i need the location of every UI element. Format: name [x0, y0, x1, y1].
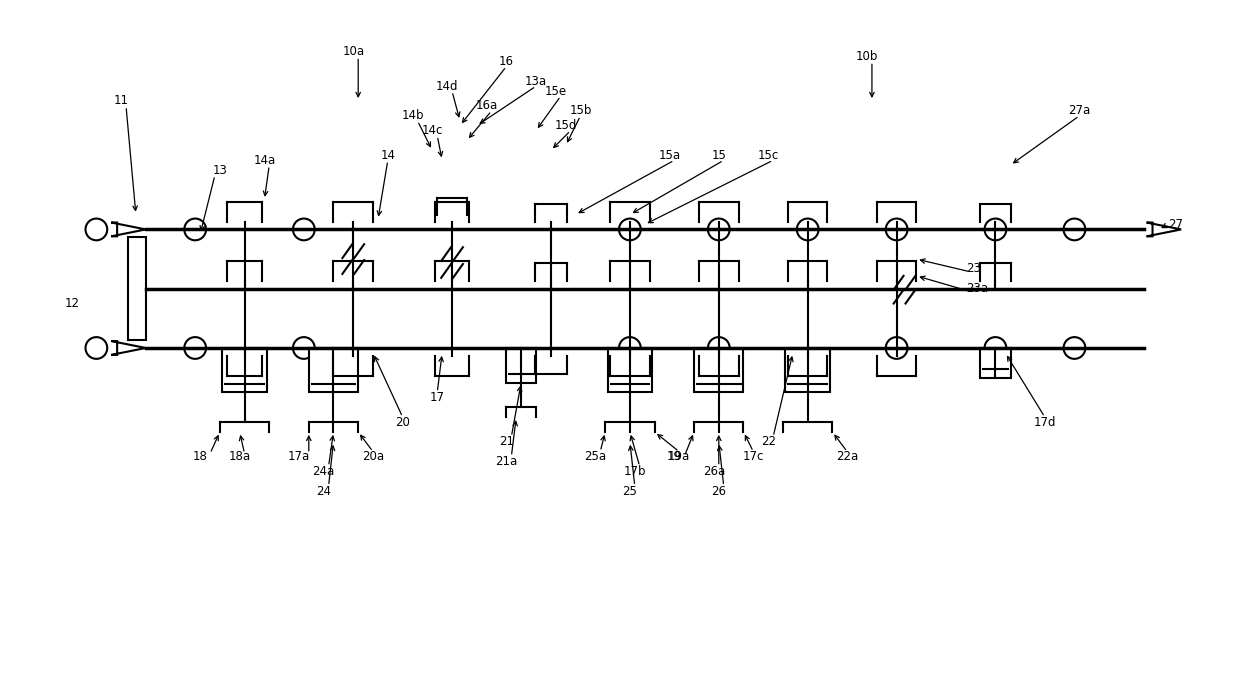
Text: 13a: 13a	[525, 75, 547, 88]
Bar	[506, 348, 536, 383]
Text: 22: 22	[760, 435, 776, 448]
Text: 13: 13	[212, 164, 227, 177]
Text: 26: 26	[712, 484, 727, 498]
Text: 21: 21	[498, 435, 513, 448]
Polygon shape	[112, 341, 146, 355]
Text: 16: 16	[498, 55, 513, 68]
Text: 18: 18	[192, 450, 207, 463]
Text: 15c: 15c	[758, 149, 779, 162]
Text: 17d: 17d	[1034, 416, 1056, 428]
Text: 10a: 10a	[342, 45, 365, 58]
Text: 20a: 20a	[362, 450, 384, 463]
Text: 15b: 15b	[569, 105, 591, 117]
Text: 24: 24	[316, 484, 331, 498]
Text: 12: 12	[64, 297, 79, 310]
Text: 16a: 16a	[475, 99, 497, 112]
Text: 11: 11	[114, 94, 129, 107]
Text: 15d: 15d	[554, 119, 577, 132]
Text: 25a: 25a	[584, 450, 606, 463]
Text: 17c: 17c	[743, 450, 764, 463]
Text: 14d: 14d	[435, 80, 459, 93]
Text: 19a: 19a	[668, 450, 691, 463]
Text: 10b: 10b	[856, 50, 878, 63]
Text: 19: 19	[667, 450, 682, 463]
Text: 27: 27	[1168, 218, 1183, 231]
Text: 26a: 26a	[703, 465, 725, 478]
Polygon shape	[112, 222, 146, 236]
Text: 25: 25	[622, 484, 637, 498]
Text: 17b: 17b	[624, 465, 646, 478]
Text: 23a: 23a	[966, 282, 988, 295]
Text: 14: 14	[381, 149, 396, 162]
Text: 22a: 22a	[836, 450, 858, 463]
Text: 23: 23	[966, 263, 981, 275]
Text: 17: 17	[430, 391, 445, 404]
Text: 14a: 14a	[253, 154, 275, 167]
Text: 24a: 24a	[312, 465, 335, 478]
Bar	[608, 348, 652, 392]
Text: 21a: 21a	[495, 455, 517, 468]
Text: 18a: 18a	[228, 450, 250, 463]
Bar	[694, 348, 744, 392]
Bar	[785, 348, 830, 392]
Text: 27a: 27a	[1069, 105, 1090, 117]
Text: 15e: 15e	[544, 85, 567, 98]
Polygon shape	[1147, 222, 1182, 236]
Bar	[222, 348, 267, 392]
Text: 14c: 14c	[422, 124, 443, 137]
Bar	[980, 348, 1012, 378]
Text: 15: 15	[712, 149, 727, 162]
Text: 14b: 14b	[402, 109, 424, 122]
Bar	[128, 237, 146, 340]
Text: 15a: 15a	[658, 149, 681, 162]
Text: 20: 20	[396, 416, 410, 428]
Text: 17a: 17a	[288, 450, 310, 463]
Bar	[309, 348, 358, 392]
